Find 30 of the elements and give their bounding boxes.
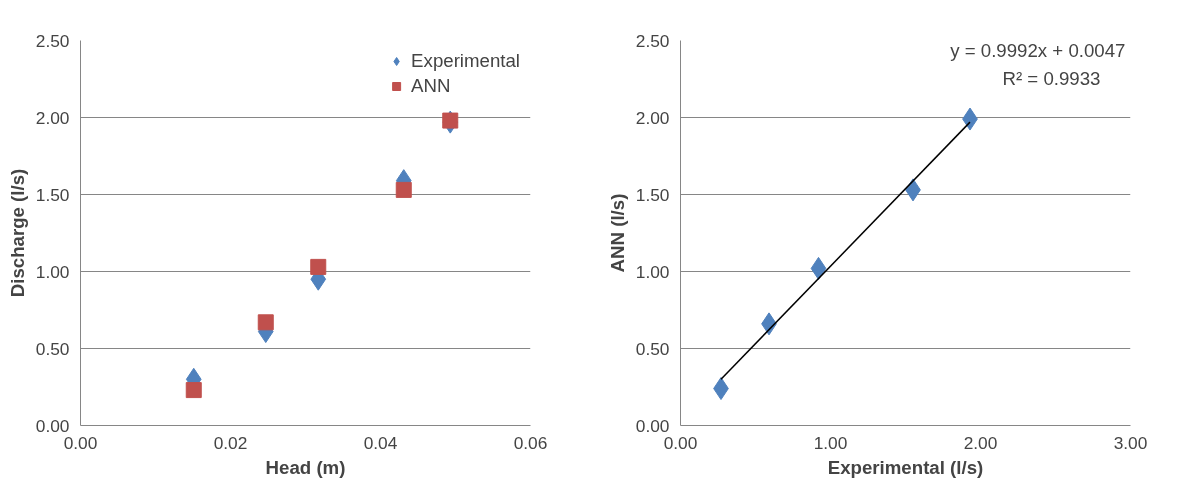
x-tick-label: 2.00 [963, 432, 998, 453]
y-tick-label: 1.00 [635, 261, 670, 282]
x-tick-label: 0.02 [213, 432, 248, 453]
annotation: R² = 0.9933 [1002, 67, 1101, 89]
y-axis-title: Discharge (l/s) [6, 168, 28, 298]
y-tick-label: 2.50 [635, 30, 670, 51]
y-tick-label: 2.00 [635, 107, 670, 128]
y-tick-label: 1.50 [35, 184, 70, 205]
legend-label: Experimental [411, 50, 520, 72]
y-tick-label: 0.50 [635, 338, 670, 359]
point [395, 181, 412, 198]
x-tick-label: 3.00 [1113, 432, 1148, 453]
point [442, 112, 459, 129]
point [810, 256, 827, 280]
y-tick-label: 2.50 [35, 30, 70, 51]
x-axis-title: Head (m) [265, 456, 346, 478]
x-tick-label: 0.06 [513, 432, 548, 453]
annotation: y = 0.9992x + 0.0047 [950, 39, 1126, 61]
x-tick-label: 0.04 [363, 432, 398, 453]
x-axis-title: Experimental (l/s) [827, 456, 984, 478]
point [185, 382, 202, 399]
y-tick-label: 1.00 [35, 261, 70, 282]
point [257, 314, 274, 331]
y-tick-label: 1.50 [635, 184, 670, 205]
legend-label: ANN [411, 75, 451, 97]
y-tick-label: 0.50 [35, 338, 70, 359]
point [310, 258, 327, 275]
y-tick-label: 2.00 [35, 107, 70, 128]
x-tick-label: 1.00 [813, 432, 848, 453]
y-axis-title: ANN (l/s) [606, 193, 628, 273]
